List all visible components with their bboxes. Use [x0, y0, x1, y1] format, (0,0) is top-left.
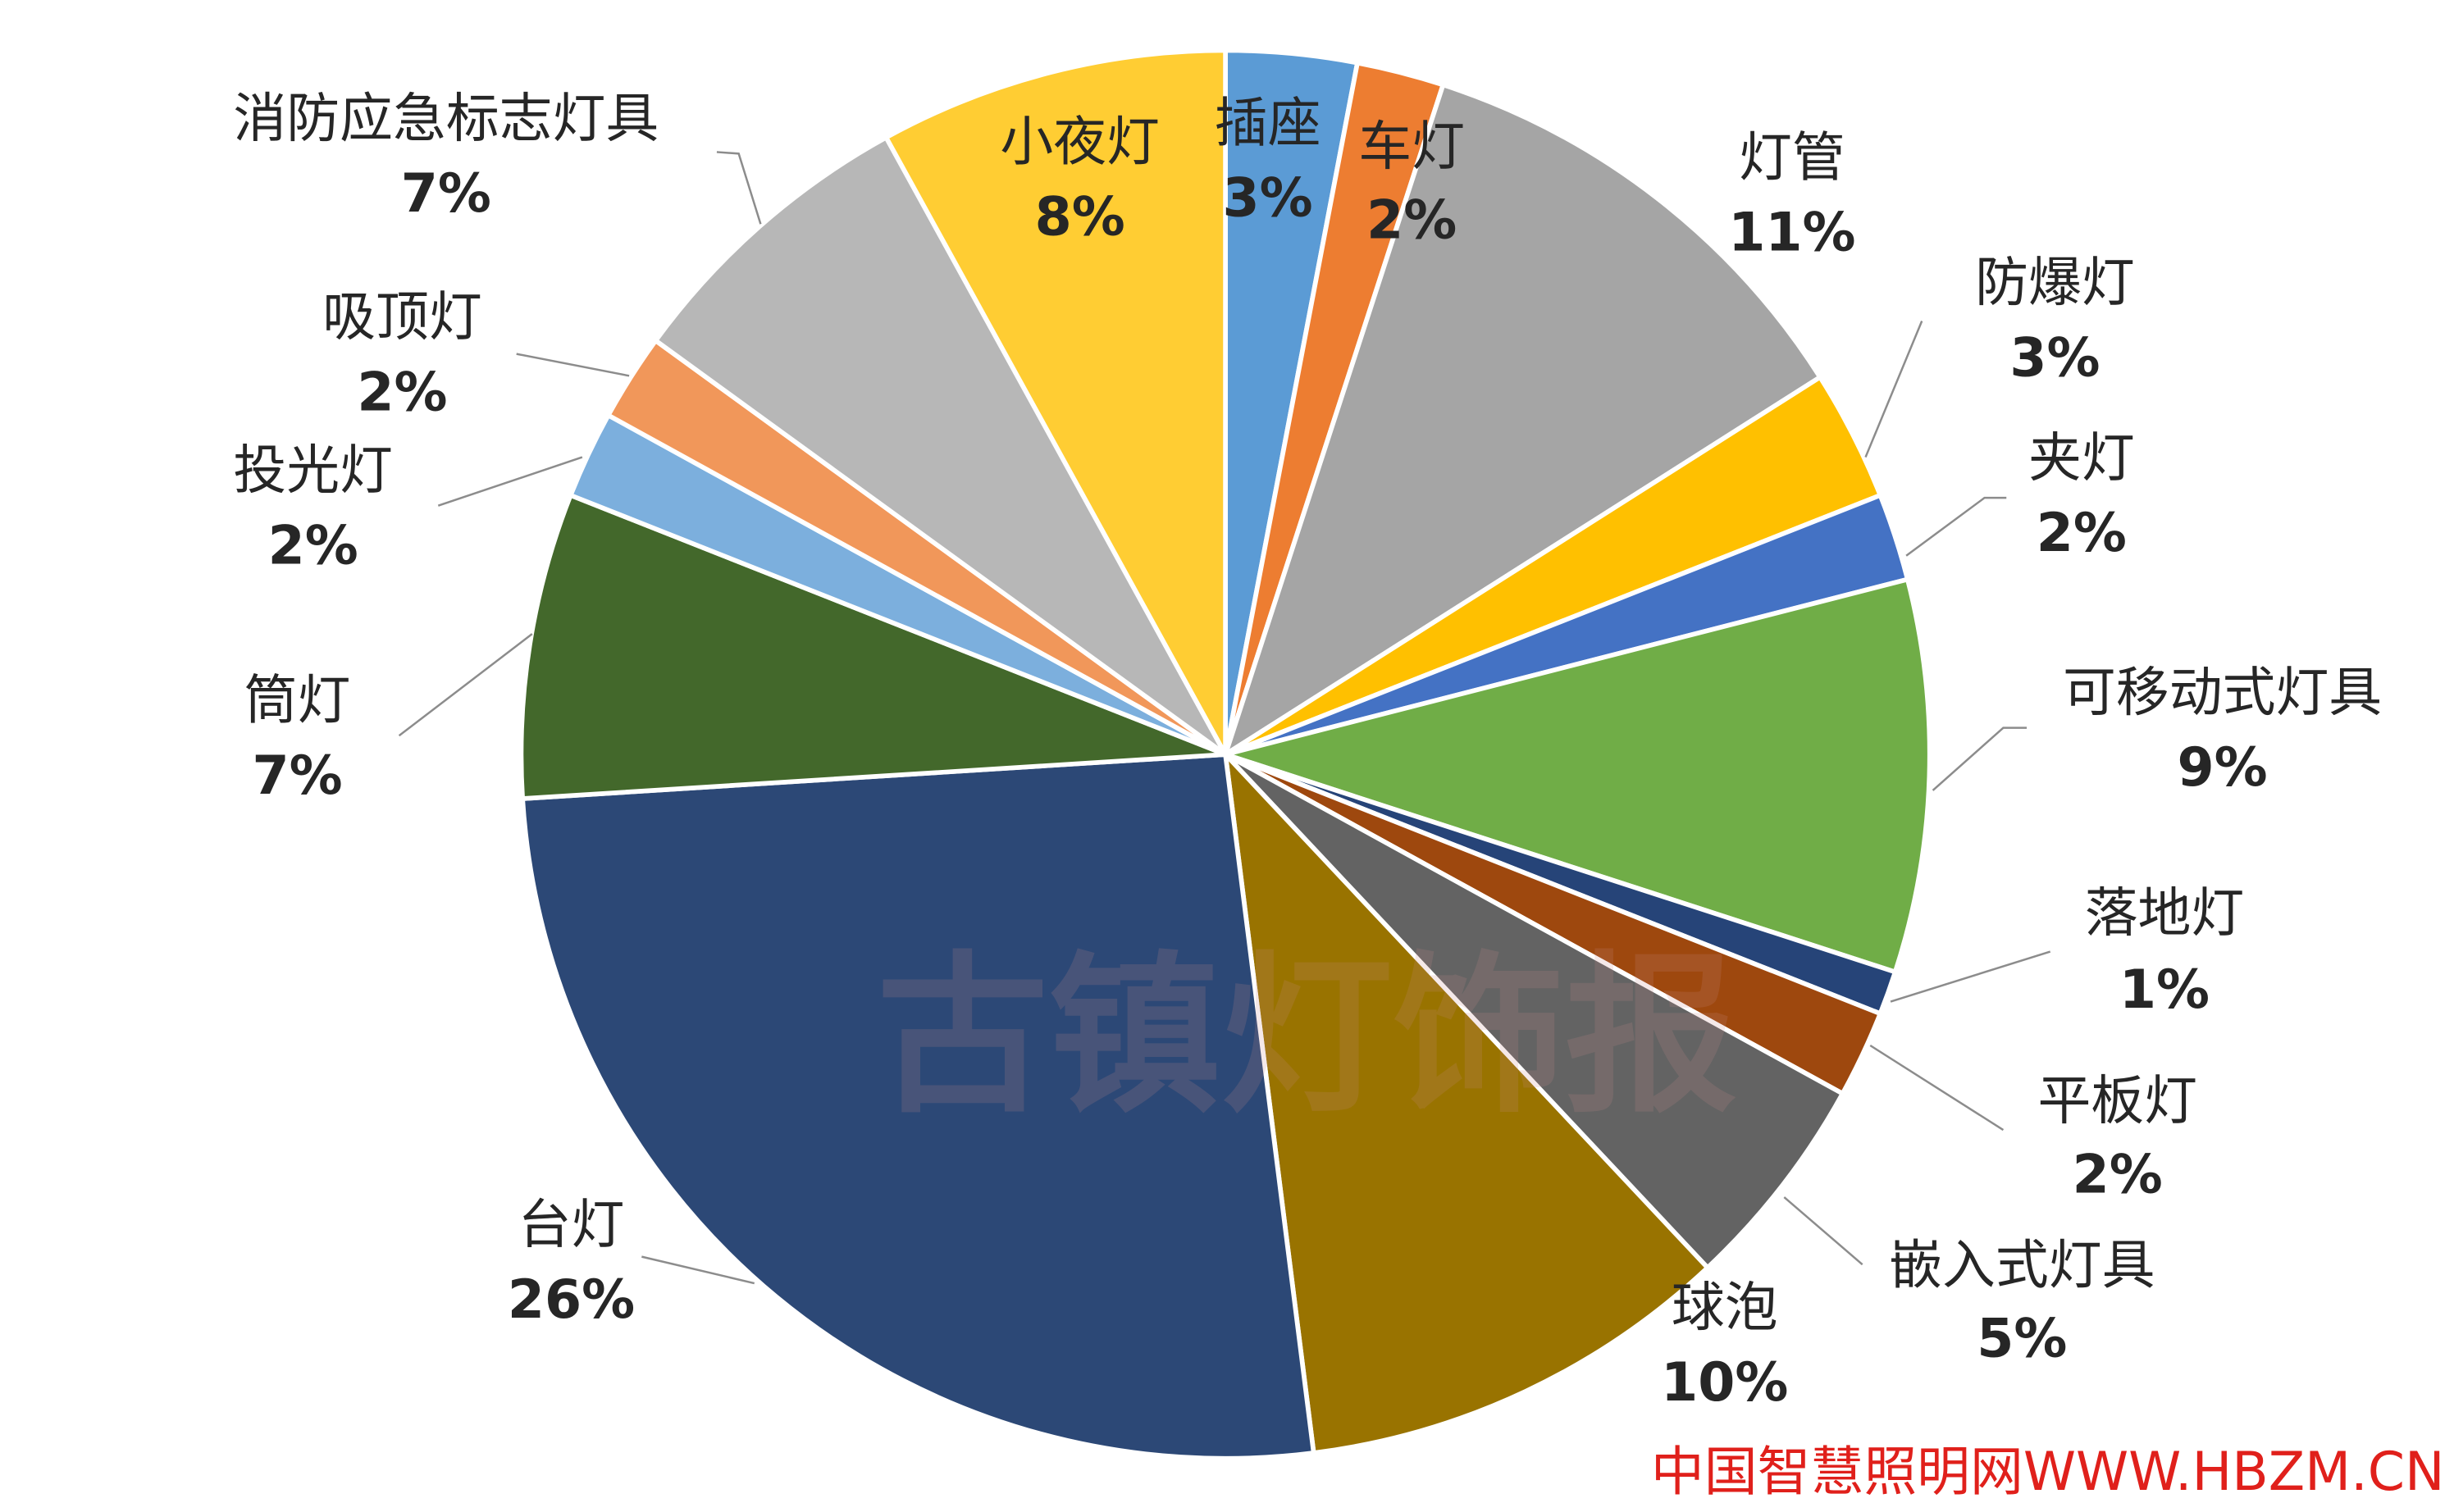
label-name: 消防应急标志灯具 [233, 88, 659, 149]
pie-slice-台灯 [520, 752, 1316, 1461]
label-name: 筒灯 [244, 670, 351, 731]
leader-lines [398, 151, 2051, 1285]
leader-line [516, 353, 630, 377]
label-name: 落地灯 [2085, 883, 2245, 945]
data-labels: 插座 3% 车灯 2% 灯管 11% 防爆灯 3% 夹灯 2% 可移动式灯具 9… [233, 88, 2382, 1414]
label-pct: 2% [2037, 503, 2127, 564]
watermark-stamp: 古镇灯饰报 [877, 934, 1737, 1136]
label-name: 嵌入式灯具 [1889, 1235, 2155, 1296]
label-pct: 3% [1223, 168, 1313, 230]
label-pct: 2% [268, 515, 358, 576]
label-name: 球泡 [1672, 1277, 1778, 1339]
label-pct: 3% [2009, 327, 2100, 389]
label-pct: 7% [252, 745, 342, 807]
label-name: 夹灯 [2028, 427, 2135, 489]
label-name: 灯管 [1739, 127, 1845, 189]
label-name: 台灯 [518, 1194, 625, 1255]
label-name: 投光灯 [233, 440, 393, 502]
leader-line [437, 456, 583, 507]
pie-slice-筒灯 [518, 492, 1227, 802]
leader-line [1783, 1196, 1863, 1266]
pie-slice-可移动式灯具 [1216, 576, 1932, 976]
leader-line [1905, 496, 2007, 557]
pie-slice-球泡 [1222, 747, 1711, 1456]
label-name: 吸顶灯 [322, 287, 482, 348]
label-pct: 26% [508, 1269, 635, 1331]
pie-slice-消防应急标志灯具 [652, 134, 1228, 757]
label-pct: 9% [2178, 737, 2268, 799]
label-pct: 2% [2073, 1144, 2163, 1205]
leader-line [398, 633, 533, 737]
leader-line [1932, 726, 2028, 791]
label-pct: 7% [401, 163, 491, 225]
leader-line [1890, 950, 2051, 1003]
label-name: 小夜灯 [1000, 112, 1160, 173]
label-pct: 1% [2119, 959, 2210, 1021]
label-pct: 8% [1035, 187, 1125, 248]
label-pct: 2% [357, 362, 447, 423]
label-name: 平板灯 [2037, 1071, 2197, 1132]
label-pct: 10% [1661, 1352, 1788, 1414]
label-pct: 5% [1977, 1309, 2067, 1370]
leader-line [641, 1255, 755, 1285]
pie-slices [518, 48, 1932, 1461]
label-pct: 2% [1366, 189, 1457, 251]
label-name: 可移动式灯具 [2063, 663, 2382, 724]
leader-line [716, 151, 762, 225]
label-name: 车灯 [1358, 116, 1465, 178]
leader-line [1864, 321, 1923, 458]
watermark-site: 中国智慧照明网WWW.HBZM.CN [1651, 1441, 2445, 1503]
label-name: 防爆灯 [1975, 253, 2135, 314]
label-pct: 11% [1728, 203, 1855, 264]
leader-line [1869, 1044, 2005, 1132]
label-name: 插座 [1215, 93, 1321, 154]
pie-slice-小夜灯 [883, 48, 1228, 756]
pie-slice-灯管 [1220, 81, 1824, 760]
pie-slice-嵌入式灯具 [1224, 752, 1846, 1272]
